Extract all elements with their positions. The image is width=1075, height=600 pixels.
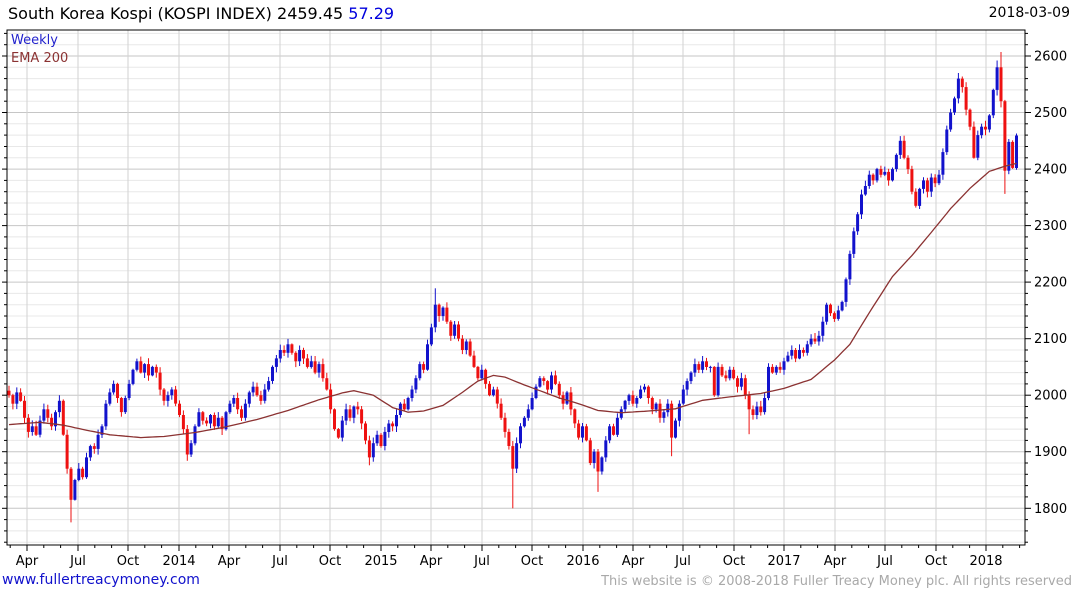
svg-text:1900: 1900 bbox=[1034, 445, 1067, 460]
svg-text:2015: 2015 bbox=[364, 554, 397, 569]
copyright-text: This website is © 2008-2018 Fuller Treac… bbox=[601, 574, 1072, 589]
timeframe-label: Weekly bbox=[11, 33, 58, 48]
svg-text:2500: 2500 bbox=[1034, 106, 1067, 121]
svg-text:Oct: Oct bbox=[521, 554, 543, 569]
svg-text:2100: 2100 bbox=[1034, 332, 1067, 347]
svg-text:Jul: Jul bbox=[876, 554, 893, 569]
svg-text:Jul: Jul bbox=[271, 554, 288, 569]
weekly-change-value: 57.29 bbox=[348, 4, 395, 23]
as-of-date: 2018-03-09 bbox=[988, 5, 1070, 21]
svg-text:Oct: Oct bbox=[319, 554, 341, 569]
svg-text:2017: 2017 bbox=[767, 554, 800, 569]
svg-text:Apr: Apr bbox=[16, 554, 39, 569]
svg-text:2300: 2300 bbox=[1034, 219, 1067, 234]
website-link[interactable]: www.fullertreacymoney.com bbox=[2, 572, 200, 588]
page-title: South Korea Kospi (KOSPI INDEX) 2459.45 … bbox=[8, 4, 394, 23]
svg-text:Jul: Jul bbox=[473, 554, 490, 569]
svg-text:Jul: Jul bbox=[674, 554, 691, 569]
svg-text:2400: 2400 bbox=[1034, 163, 1067, 178]
ema-legend-label: EMA 200 bbox=[11, 51, 69, 66]
svg-text:Apr: Apr bbox=[824, 554, 847, 569]
candlestick-chart: 1800 1900 2000 2100 2200 2300 2400 2500 2600 Apr J… bbox=[2, 29, 1067, 569]
svg-text:Apr: Apr bbox=[218, 554, 241, 569]
svg-text:Apr: Apr bbox=[622, 554, 645, 569]
svg-text:Oct: Oct bbox=[723, 554, 745, 569]
svg-text:2016: 2016 bbox=[566, 554, 599, 569]
svg-text:1800: 1800 bbox=[1034, 502, 1067, 517]
svg-text:2200: 2200 bbox=[1034, 276, 1067, 291]
svg-text:2018: 2018 bbox=[969, 554, 1002, 569]
svg-text:Jul: Jul bbox=[69, 554, 86, 569]
svg-text:Oct: Oct bbox=[117, 554, 139, 569]
svg-text:2014: 2014 bbox=[162, 554, 195, 569]
svg-text:Oct: Oct bbox=[925, 554, 947, 569]
instrument-title: South Korea Kospi (KOSPI INDEX) 2459.45 bbox=[8, 4, 344, 23]
svg-text:Apr: Apr bbox=[420, 554, 443, 569]
svg-text:2600: 2600 bbox=[1034, 50, 1067, 65]
svg-text:2000: 2000 bbox=[1034, 389, 1067, 404]
